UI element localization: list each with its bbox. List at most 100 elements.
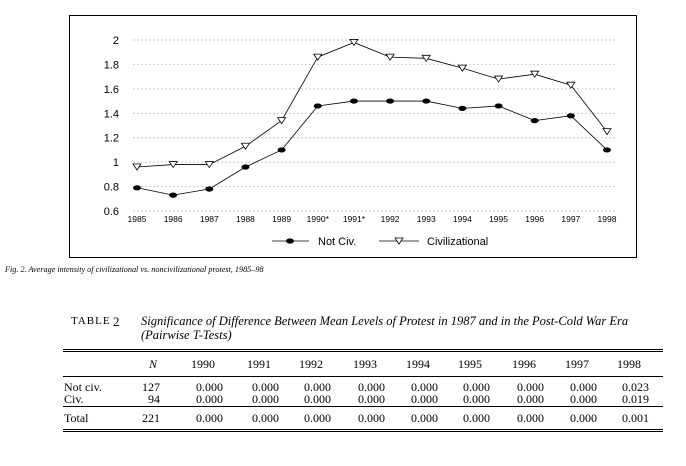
table-number: 2 (113, 314, 120, 329)
table-header-rule (63, 376, 663, 377)
x-tick-label: 1994 (453, 214, 472, 224)
cell-total-1998: 0.001 (622, 411, 649, 425)
x-tick-label: 1992 (381, 214, 400, 224)
cell-civ-1997: 0.000 (570, 392, 597, 406)
x-tick-label: 1990* (307, 214, 330, 224)
cell-not-civ-1990: 0.000 (196, 380, 223, 394)
cell-not-civ-1991: 0.000 (252, 380, 279, 394)
legend-label-civ: Civilizational (427, 236, 488, 248)
col-header-1995: 1995 (458, 357, 482, 371)
legend-marker-not-civ (286, 238, 294, 244)
cell-not-civ-n: 127 (142, 380, 160, 394)
row-label-civ: Civ. (64, 392, 84, 406)
cell-civ-1990: 0.000 (196, 392, 223, 406)
data-point-civ (276, 117, 287, 125)
data-point-civ (204, 161, 215, 169)
cell-civ-1998: 0.019 (622, 392, 649, 406)
data-point-civ (457, 64, 468, 72)
data-point-not-civ (422, 98, 431, 104)
data-point-civ (240, 142, 251, 150)
y-tick-label: 1 (113, 157, 119, 169)
line-chart: 0.6 0.8 1 1.2 1.4 1.6 1.8 2 1985 1986 1987 1988 1989… (104, 35, 617, 248)
cell-not-civ-1998: 0.023 (622, 380, 649, 394)
col-header-1994: 1994 (406, 357, 430, 371)
cell-not-civ-1993: 0.000 (358, 380, 385, 394)
data-point-not-civ (566, 113, 575, 119)
legend-label-not-civ: Not Civ. (318, 236, 356, 248)
x-tick-label: 1996 (525, 214, 544, 224)
x-tick-label: 1998 (598, 214, 617, 224)
data-point-not-civ (313, 103, 322, 109)
data-point-civ (493, 75, 504, 83)
data-point-civ (602, 128, 612, 136)
table-top-rule (63, 349, 663, 350)
col-header-1993: 1993 (353, 357, 377, 371)
y-tick-label: 1.8 (104, 59, 119, 71)
col-header-1997: 1997 (565, 357, 589, 371)
x-tick-label: 1987 (200, 214, 219, 224)
x-tick-label: 1988 (236, 214, 255, 224)
series-line (136, 42, 608, 168)
data-point-not-civ (603, 147, 611, 153)
table-total-rule (63, 406, 663, 407)
col-header-1990: 1990 (191, 357, 215, 371)
y-tick-label: 1.6 (104, 84, 119, 96)
x-tick-label: 1986 (164, 214, 183, 224)
table-label-text: TABLE (71, 315, 111, 327)
data-point-civ (132, 163, 142, 171)
col-header-1991: 1991 (247, 357, 271, 371)
data-point-not-civ (277, 147, 286, 153)
data-point-civ (168, 161, 178, 169)
table-top-rule-2 (63, 351, 663, 352)
cell-civ-1993: 0.000 (358, 392, 385, 406)
data-point-not-civ (205, 186, 214, 192)
table-title: Significance of Difference Between Mean … (141, 314, 629, 342)
col-header-1996: 1996 (512, 357, 536, 371)
cell-total-1996: 0.000 (517, 411, 544, 425)
cell-not-civ-1992: 0.000 (304, 380, 331, 394)
y-tick-label: 2 (113, 35, 119, 47)
data-point-not-civ (494, 103, 503, 109)
col-header-n: N (148, 357, 157, 371)
cell-total-n: 221 (142, 411, 160, 425)
cell-not-civ-1995: 0.000 (463, 380, 490, 394)
y-tick-label: 1.4 (104, 108, 119, 120)
legend-marker-civ (394, 237, 404, 245)
cell-civ-1994: 0.000 (411, 392, 438, 406)
cell-total-1997: 0.000 (570, 411, 597, 425)
data-point-not-civ (169, 192, 178, 198)
table-bottom-rule-2 (63, 431, 663, 432)
cell-total-1992: 0.000 (304, 411, 331, 425)
cell-civ-1991: 0.000 (252, 392, 279, 406)
col-header-1998: 1998 (617, 357, 641, 371)
cell-civ-1995: 0.000 (463, 392, 490, 406)
x-tick-label: 1995 (489, 214, 508, 224)
x-tick-label: 1985 (128, 214, 147, 224)
data-point-civ (529, 70, 540, 78)
cell-not-civ-1996: 0.000 (517, 380, 544, 394)
data-point-not-civ (530, 118, 539, 124)
data-point-civ (385, 53, 395, 61)
row-label-not-civ: Not civ. (64, 380, 102, 394)
data-point-civ (566, 81, 576, 89)
data-point-civ (421, 54, 431, 63)
data-point-not-civ (386, 98, 395, 104)
x-tick-label: 1997 (561, 214, 580, 224)
cell-civ-1992: 0.000 (304, 392, 331, 406)
data-point-not-civ (349, 98, 358, 104)
cell-not-civ-1994: 0.000 (411, 380, 438, 394)
x-tick-label: 1991* (343, 214, 366, 224)
col-header-1992: 1992 (299, 357, 323, 371)
figure-frame (69, 15, 637, 258)
cell-not-civ-1997: 0.000 (570, 380, 597, 394)
data-point-not-civ (458, 105, 467, 111)
cell-civ-1996: 0.000 (517, 392, 544, 406)
cell-total-1995: 0.000 (463, 411, 490, 425)
cell-civ-n: 94 (148, 392, 160, 406)
x-tick-label: 1993 (417, 214, 436, 224)
row-label-total: Total (64, 411, 89, 425)
data-point-civ (313, 53, 323, 61)
y-tick-label: 0.8 (104, 182, 119, 194)
cell-total-1994: 0.000 (411, 411, 438, 425)
x-tick-label: 1989 (272, 214, 291, 224)
